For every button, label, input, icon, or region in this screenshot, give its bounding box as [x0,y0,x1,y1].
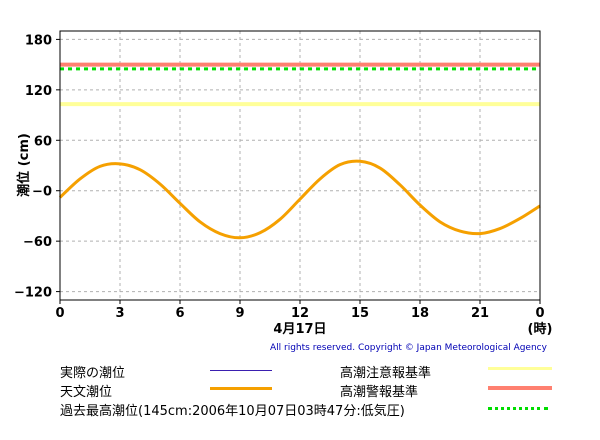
y-axis-label: 潮位 (cm) [16,133,32,197]
x-tick-label: 6 [175,306,184,321]
legend-record-label: 過去最高潮位(145cm:2006年10月07日03時47分:低気圧) [60,404,405,419]
x-tick-label: 15 [351,306,369,321]
x-tick-label: 12 [291,306,309,321]
y-tick-label: −0 [32,185,52,200]
legend-actual-label: 実際の潮位 [60,366,126,381]
x-tick-label: 18 [411,306,429,321]
legend-advisory-swatch [488,367,552,370]
legend-warning-swatch [488,386,552,390]
copyright-notice: All rights reserved. Copyright © Japan M… [270,343,547,353]
series-line-astronomical-tide [58,159,541,240]
legend-astronomical-label: 天文潮位 [60,385,113,400]
x-tick-label: 21 [471,306,489,321]
series-lines [58,159,541,240]
x-tick-label: 0 [55,306,64,321]
y-tick-label: −120 [14,286,52,301]
x-axis-date-label: 4月17日 [273,322,326,337]
grid-lines [60,31,540,300]
x-tick-label: 0 [535,306,544,321]
y-tick-label: 60 [34,134,52,149]
x-tick-label: 3 [115,306,124,321]
legend-actual-swatch [210,370,272,371]
y-tick-labels: 180 120 60 −0 −60 −120 [14,33,60,301]
legend-record-swatch [488,407,548,410]
x-tick-label: 9 [235,306,244,321]
y-tick-label: −60 [23,235,52,250]
reference-lines [60,62,540,107]
y-tick-label: 180 [25,33,52,48]
x-axis-unit-label: (時) [528,321,553,337]
x-tick-labels: 0 3 6 9 12 15 18 21 0 [55,300,545,321]
y-tick-label: 120 [25,84,52,99]
legend-advisory-label: 高潮注意報基準 [340,366,432,381]
legend-warning-label: 高潮警報基準 [340,385,419,400]
legend-astronomical-swatch [210,387,272,390]
